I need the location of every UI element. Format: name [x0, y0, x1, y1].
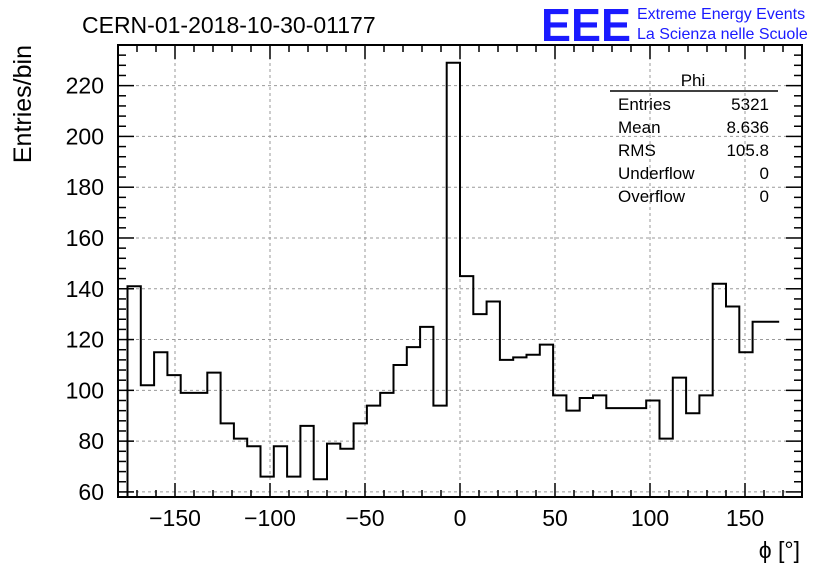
x-axis-label: ϕ [°] [759, 537, 800, 563]
stats-value: 105.8 [726, 141, 769, 160]
eee-logo: EEE [541, 0, 631, 51]
x-tick-labels: −150 −100 −50 0 50 100 150 [149, 505, 764, 531]
stats-value: 0 [760, 164, 769, 183]
y-tick-labels: 60 80 100 120 140 160 180 200 220 [66, 73, 104, 505]
stats-rows: Entries 5321 Mean 8.636 RMS 105.8 Underflow 0 Ov… [618, 95, 769, 206]
axis-ticks [117, 44, 803, 497]
y-tick-label: 220 [66, 73, 104, 99]
y-tick-label: 100 [66, 377, 104, 403]
x-tick-label: 100 [631, 505, 669, 531]
stats-value: 5321 [731, 95, 769, 114]
stats-value: 8.636 [726, 118, 769, 137]
y-axis-label: Entries/bin [9, 45, 37, 163]
stats-label: Mean [618, 118, 661, 137]
plot-frame [117, 44, 803, 498]
y-tick-label: 80 [78, 428, 104, 454]
stats-title: Phi [681, 71, 706, 90]
x-tick-label: −50 [345, 505, 384, 531]
histogram-line [126, 61, 780, 497]
run-title: CERN-01-2018-10-30-01177 [82, 12, 376, 38]
stats-label: Underflow [618, 164, 695, 183]
x-tick-label: 0 [454, 505, 467, 531]
y-tick-label: 180 [66, 174, 104, 200]
y-tick-label: 140 [66, 276, 104, 302]
y-tick-label: 60 [78, 479, 104, 505]
stats-box: Phi Entries 5321 Mean 8.636 RMS 105.8 Underflo… [610, 71, 778, 206]
logo-line-1: Extreme Energy Events [637, 6, 805, 23]
stats-label: Overflow [618, 187, 686, 206]
y-tick-label: 200 [66, 123, 104, 149]
stats-value: 0 [760, 187, 769, 206]
x-tick-label: 150 [726, 505, 764, 531]
y-tick-label: 120 [66, 327, 104, 353]
y-tick-label: 160 [66, 225, 104, 251]
x-tick-label: −150 [149, 505, 201, 531]
x-tick-label: −100 [244, 505, 296, 531]
logo-line-2: La Scienza nelle Scuole [637, 26, 808, 43]
stats-label: RMS [618, 141, 656, 160]
x-tick-label: 50 [542, 505, 568, 531]
stats-label: Entries [618, 95, 671, 114]
